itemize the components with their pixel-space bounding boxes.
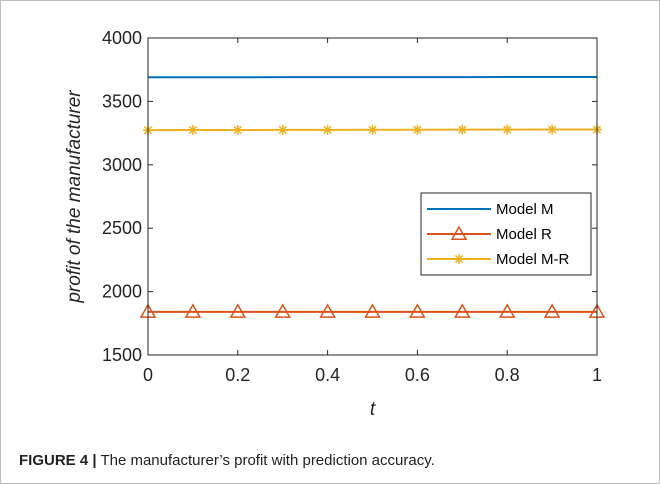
data-point: [277, 124, 288, 135]
data-point: [229, 303, 247, 318]
data-point: [454, 303, 471, 318]
data-point: [367, 124, 378, 135]
data-point: [322, 124, 333, 135]
legend-entry: Model M-R: [427, 251, 570, 268]
data-point: [543, 303, 561, 318]
series-layer: [139, 76, 606, 318]
legend-marker: [454, 254, 464, 264]
legend: Model M Model R Model M-R: [420, 192, 592, 276]
figure-caption-text: The manufacturer’s profit with predictio…: [96, 452, 435, 469]
y-tick-label: 3500: [102, 91, 142, 111]
data-point: [364, 303, 381, 318]
data-point: [319, 303, 336, 318]
data-point: [274, 303, 291, 318]
data-point: [409, 303, 426, 318]
x-tick-label: 0.2: [225, 365, 250, 385]
axes: 0 0.2 0.4 0.6 0.8 1 1500 2000 2500 3000 3500 4000 t p…: [64, 28, 602, 420]
y-tick-label: 2500: [102, 218, 142, 238]
data-point: [187, 125, 198, 136]
figure-caption: FIGURE 4 | The manufacturer’s profit wit…: [19, 452, 435, 469]
y-tick-label: 3000: [102, 155, 142, 175]
series-model-r: [139, 303, 606, 318]
data-point: [547, 124, 558, 135]
y-axis-label: profit of the manufacturer: [64, 90, 85, 304]
legend-marker: [450, 225, 468, 240]
figure-label: FIGURE 4 |: [19, 452, 97, 469]
data-point: [232, 125, 243, 136]
line-chart: 0 0.2 0.4 0.6 0.8 1 1500 2000 2500 3000 3500 4000 t p…: [64, 28, 606, 420]
x-tick-label: 1: [592, 365, 602, 385]
data-point: [457, 124, 468, 135]
legend-entry: Model R: [427, 225, 552, 243]
x-axis-label: t: [370, 399, 376, 420]
x-tick-label: 0: [143, 365, 153, 385]
axes-box: [147, 37, 598, 356]
x-tick-label: 0.6: [405, 365, 430, 385]
y-tick-label: 1500: [102, 345, 142, 365]
data-point: [412, 124, 423, 135]
data-point: [502, 124, 513, 135]
legend-label: Model R: [496, 226, 552, 243]
data-point: [498, 303, 516, 318]
y-tick-label: 4000: [102, 28, 142, 48]
legend-entry: Model M: [427, 201, 554, 218]
x-tick-label: 0.8: [495, 365, 520, 385]
x-tick-label: 0.4: [315, 365, 340, 385]
y-tick-label: 2000: [102, 282, 142, 302]
legend-label: Model M: [496, 201, 554, 218]
legend-label: Model M-R: [496, 251, 570, 268]
data-point: [184, 303, 202, 318]
